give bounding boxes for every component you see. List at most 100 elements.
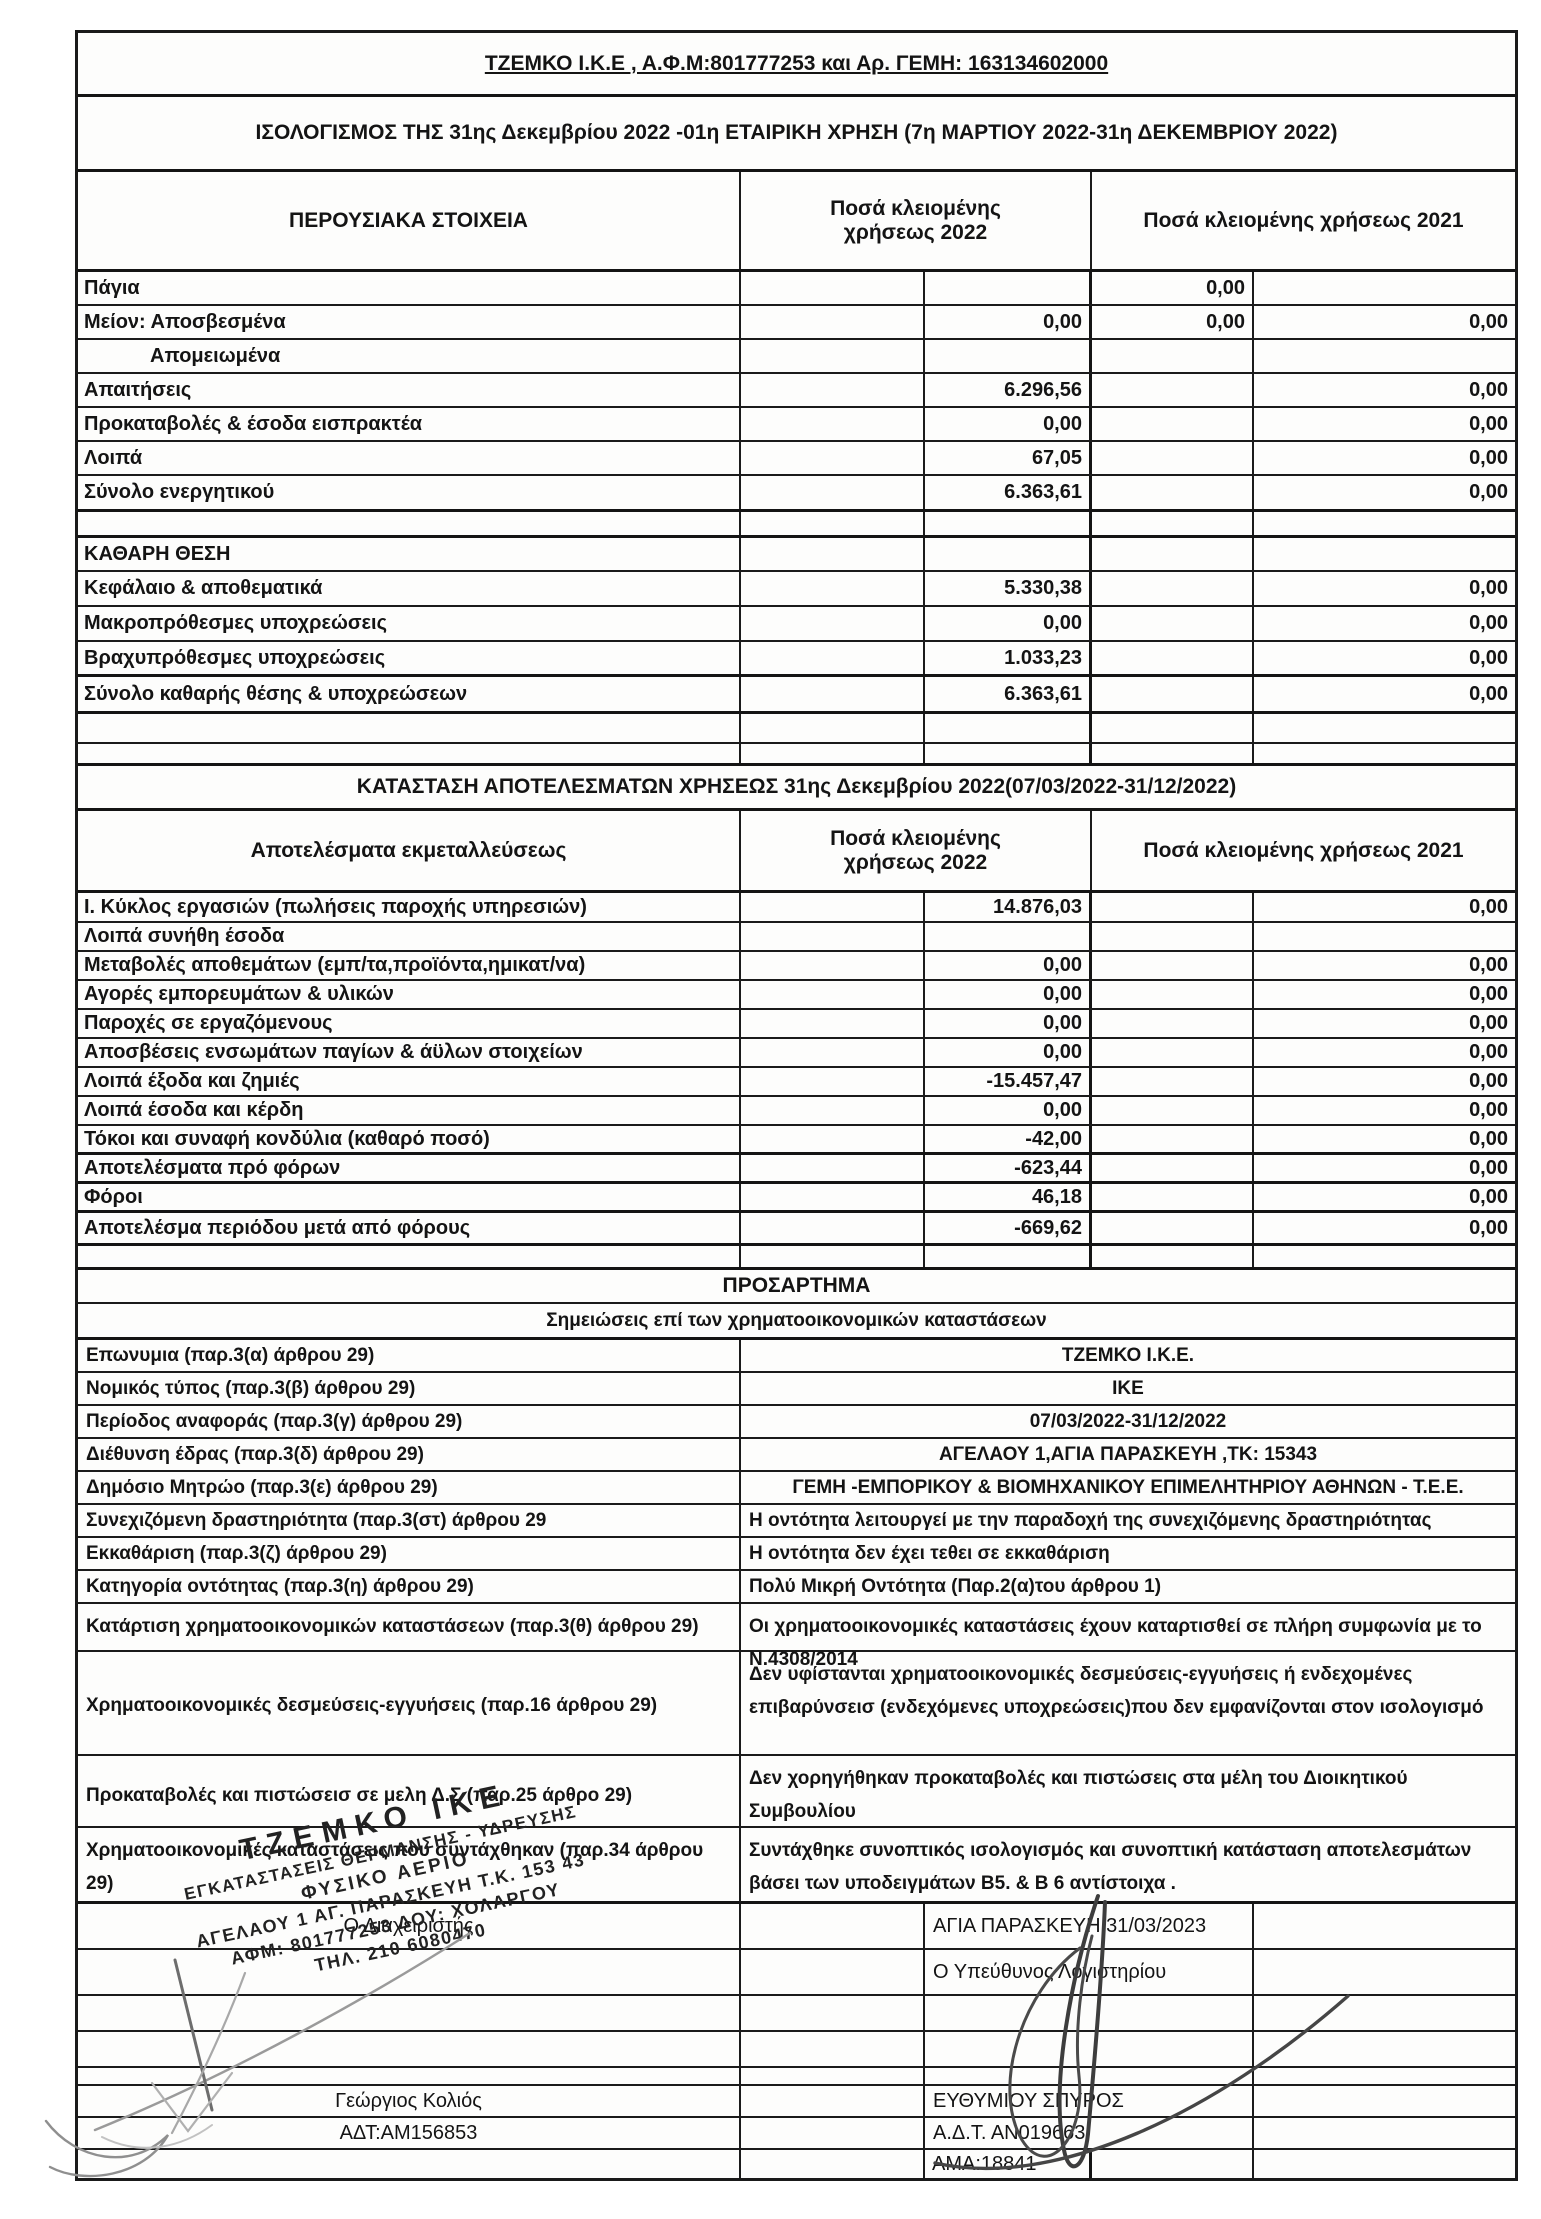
row-label: Μακροπρόθεσμες υποχρεώσεις xyxy=(78,607,741,640)
value-2022: 6.296,56 xyxy=(925,374,1092,406)
spacer-row xyxy=(78,714,1515,744)
value-2021b: 0,00 xyxy=(1469,954,1508,976)
row-label: Κεφάλαιο & αποθεματικά xyxy=(78,572,741,605)
value-2022: -669,62 xyxy=(925,1213,1092,1243)
table-row: Κεφάλαιο & αποθεματικά 5.330,38 0,00 xyxy=(78,572,1515,607)
note-value: Δεν χορηγήθηκαν προκαταβολές και πιστώσε… xyxy=(749,1768,1408,1822)
row-label: Λοιπά xyxy=(78,442,741,474)
value-2021b: 0,00 xyxy=(1469,612,1508,634)
table-row: Αποσβέσεις ενσωμάτων παγίων & άϋλων στοι… xyxy=(78,1039,1515,1068)
value-2022: 0,00 xyxy=(925,1010,1092,1037)
annex-title: ΠΡΟΣΑΡΤΗΜΑ xyxy=(78,1270,1515,1304)
table-row: Βραχυπρόθεσμες υποχρεώσεις 1.033,23 0,00 xyxy=(78,642,1515,677)
table-row: Πάγια 0,00 xyxy=(78,272,1515,306)
value-2021b: 0,00 xyxy=(1469,1012,1508,1034)
value-2021a: 0,00 xyxy=(1092,306,1254,338)
table-row: Λοιπά έσοδα και κέρδη 0,00 0,00 xyxy=(78,1097,1515,1126)
value-2021b: 0,00 xyxy=(1469,577,1508,599)
value-2022: 0,00 xyxy=(925,306,1092,338)
annex-title-text: ΠΡΟΣΑΡΤΗΜΑ xyxy=(722,1274,871,1297)
note-value: ΑΓΕΛΑΟΥ 1,ΑΓΙΑ ΠΑΡΑΣΚΕΥΗ ,ΤΚ: 15343 xyxy=(938,1444,1318,1465)
table-row: Λοιπά έξοδα και ζημιές -15.457,47 0,00 xyxy=(78,1068,1515,1097)
row-label: Αγορές εμπορευμάτων & υλικών xyxy=(78,981,741,1008)
sig-row xyxy=(78,1996,1515,2032)
row-label: Μείον: Αποσβεσμένα xyxy=(78,306,741,338)
note-row: Εκκαθάριση (παρ.3(ζ) άρθρου 29) Η οντότητ… xyxy=(78,1538,1515,1571)
value-2022: 6.363,61 xyxy=(925,476,1092,509)
note-label: Περίοδος αναφοράς (παρ.3(γ) άρθρου 29) xyxy=(78,1406,741,1437)
net-worth-section-row: ΚΑΘΑΡΗ ΘΕΣΗ xyxy=(78,538,1515,572)
note-value: Δεν υφίστανται χρηματοοικονομικές δεσμεύ… xyxy=(749,1664,1484,1718)
document-page: ΤΖΕΜΚΟ Ι.Κ.Ε , Α.Φ.Μ:801777253 και Αρ. Γ… xyxy=(75,30,1518,2181)
note-label: Εκκαθάριση (παρ.3(ζ) άρθρου 29) xyxy=(78,1538,741,1569)
note-row: Συνεχιζόμενη δραστηριότητα (παρ.3(στ) άρ… xyxy=(78,1505,1515,1538)
value-2021a: 0,00 xyxy=(1092,272,1254,304)
table-row: Μακροπρόθεσμες υποχρεώσεις 0,00 0,00 xyxy=(78,607,1515,642)
table-row: Παροχές σε εργαζόμενους 0,00 0,00 xyxy=(78,1010,1515,1039)
value-2021b: 0,00 xyxy=(1469,481,1508,503)
note-value: ΤΖΕΜΚΟ Ι.Κ.Ε. xyxy=(1061,1345,1195,1366)
value-2021b: 0,00 xyxy=(1469,1127,1508,1150)
value-2022: 0,00 xyxy=(925,408,1092,440)
note-row: Νομικός τύπος (παρ.3(β) άρθρου 29) ΙΚΕ xyxy=(78,1373,1515,1406)
company-title: ΤΖΕΜΚΟ Ι.Κ.Ε , Α.Φ.Μ:801777253 και Αρ. Γ… xyxy=(484,51,1109,75)
value-2022: 67,05 xyxy=(925,442,1092,474)
note-row: Κατηγορία οντότητας (παρ.3(η) άρθρου 29)… xyxy=(78,1571,1515,1604)
note-value: 07/03/2022-31/12/2022 xyxy=(1029,1411,1227,1432)
value-2022: -623,44 xyxy=(925,1155,1092,1181)
sig-row: Ο Διαχειριστής ΑΓΙΑ ΠΑΡΑΣΚΕΥΗ 31/03/2023 xyxy=(78,1904,1515,1950)
accountant-registry: ΑΜΑ:18841 xyxy=(925,2150,1092,2178)
table-row: Απομειωμένα xyxy=(78,340,1515,374)
value-2021b: 0,00 xyxy=(1469,1099,1508,1121)
results-column-header: Αποτελέσματα εκμεταλλεύσεως xyxy=(78,811,741,890)
table-row: Μείον: Αποσβεσμένα 0,00 0,00 0,00 xyxy=(78,306,1515,340)
note-row: Κατάρτιση χρηματοοικονομικών καταστάσεων… xyxy=(78,1604,1515,1678)
value-2021b: 0,00 xyxy=(1469,1156,1508,1179)
row-label: Φόροι xyxy=(78,1184,741,1210)
note-row: Περίοδος αναφοράς (παρ.3(γ) άρθρου 29) 07… xyxy=(78,1406,1515,1439)
value-2021b: 0,00 xyxy=(1469,412,1508,435)
note-row: Επωνυμια (παρ.3(α) άρθρου 29) ΤΖΕΜΚΟ Ι.Κ.… xyxy=(78,1340,1515,1373)
row-label: Παροχές σε εργαζόμενους xyxy=(78,1010,741,1037)
note-row: Χρηματοοικονομικές καταστάσεις που συντά… xyxy=(78,1828,1515,1904)
table-row: Ι. Κύκλος εργασιών (πωλήσεις παροχής υπη… xyxy=(78,893,1515,923)
table-row: Απαιτήσεις 6.296,56 0,00 xyxy=(78,374,1515,408)
net-result-row: Αποτελέσμα περιόδου μετά από φόρους -669,… xyxy=(78,1213,1515,1246)
value-2022: 14.876,03 xyxy=(925,893,1092,921)
note-value: Συντάχθηκε συνοπτικός ισολογισμός και συ… xyxy=(749,1840,1472,1894)
value-2022: 0,00 xyxy=(925,981,1092,1008)
value-2022: 0,00 xyxy=(925,607,1092,640)
spacer-row xyxy=(78,744,1515,766)
note-label: Διέθυνση έδρας (παρ.3(δ) άρθρου 29) xyxy=(78,1439,741,1470)
closing-2021-column-header: Ποσά κλειομένης χρήσεως 2021 xyxy=(1143,208,1464,232)
income-statement-title-text: ΚΑΤΑΣΤΑΣΗ ΑΠΟΤΕΛΕΣΜΑΤΩΝ ΧΡΗΣΕΩΣ 31ης Δεκ… xyxy=(356,775,1237,798)
sig-row: Γεώργιος Κολιός ΕΥΘΥΜΙΟΥ ΣΠΥΡΟΣ xyxy=(78,2086,1515,2118)
row-label: Αποσβέσεις ενσωμάτων παγίων & άϋλων στοι… xyxy=(78,1039,741,1066)
sig-row: ΑΜΑ:18841 xyxy=(78,2150,1515,2178)
note-value: Η οντότητα δεν έχει τεθει σε εκκαθάριση xyxy=(749,1543,1110,1564)
row-label: Αποτελέσμα περιόδου μετά από φόρους xyxy=(78,1213,741,1243)
row-label: Προκαταβολές & έσοδα εισπρακτέα xyxy=(78,408,741,440)
value-2022: 6.363,61 xyxy=(925,677,1092,711)
table-row: Λοιπά συνήθη έσοδα xyxy=(78,923,1515,952)
value-2021b: 0,00 xyxy=(1469,310,1508,333)
note-label: Χρηματοοικονομικές δεσμεύσεις-εγγυήσεις … xyxy=(78,1652,741,1754)
note-label: Συνεχιζόμενη δραστηριότητα (παρ.3(στ) άρ… xyxy=(78,1505,741,1536)
total-assets-row: Σύνολο ενεργητικού 6.363,61 0,00 xyxy=(78,476,1515,512)
spacer-row xyxy=(78,512,1515,538)
accountant-name: ΕΥΘΥΜΙΟΥ ΣΠΥΡΟΣ xyxy=(925,2086,1254,2116)
note-label: Νομικός τύπος (παρ.3(β) άρθρου 29) xyxy=(78,1373,741,1404)
note-row: Προκαταβολές και πιστώσεισ σε μελη Δ.Σ (… xyxy=(78,1756,1515,1830)
sig-row: Ο Υπεύθυνος Λογιστηρίου xyxy=(78,1950,1515,1996)
table-row: Τόκοι και συναφή κονδύλια (καθαρό ποσό) -… xyxy=(78,1126,1515,1155)
value-2021b: 0,00 xyxy=(1469,1070,1508,1092)
value-2021b: 0,00 xyxy=(1469,446,1508,469)
closing-2022-column-header: Ποσά κλειομένης χρήσεως 2022 xyxy=(741,811,1092,890)
sig-row xyxy=(78,2032,1515,2068)
value-2021b: 0,00 xyxy=(1469,1185,1508,1208)
pre-tax-result-row: Αποτελέσματα πρό φόρων -623,44 0,00 xyxy=(78,1155,1515,1184)
closing-2022-column-header: Ποσά κλειομένης χρήσεως 2022 xyxy=(741,172,1092,269)
note-label: Δημόσιο Μητρώο (παρ.3(ε) άρθρου 29) xyxy=(78,1472,741,1503)
closing-2021-column-header: Ποσά κλειομένης χρήσεως 2021 xyxy=(1143,838,1464,862)
value-2022: 46,18 xyxy=(925,1184,1092,1210)
